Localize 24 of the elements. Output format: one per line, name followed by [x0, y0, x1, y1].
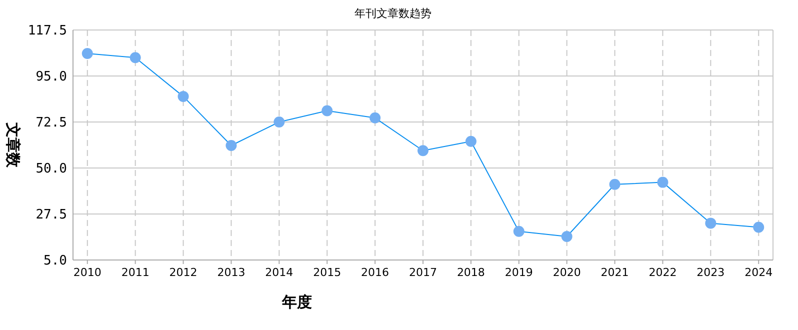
x-tick-label: 2014 [265, 266, 294, 279]
x-tick-label: 2011 [121, 266, 150, 279]
x-axis-title: 年度 [281, 293, 312, 311]
x-tick-label: 2021 [600, 266, 629, 279]
chart-title: 年刊文章数趋势 [354, 7, 432, 20]
y-tick-label: 5.0 [44, 254, 67, 269]
x-tick-label: 2019 [504, 266, 533, 279]
x-tick-label: 2010 [73, 266, 102, 279]
x-tick-label: 2020 [552, 266, 581, 279]
x-tick-label: 2018 [456, 266, 485, 279]
x-tick-label: 2016 [361, 266, 390, 279]
x-tick-label: 2022 [648, 266, 677, 279]
x-tick-label: 2017 [409, 266, 437, 279]
y-tick-label: 95.0 [36, 70, 67, 85]
x-tick-label: 2023 [696, 266, 725, 279]
y-axis-title: 文章数 [4, 122, 22, 168]
x-tick-label: 2024 [744, 266, 773, 279]
y-tick-label: 27.5 [36, 208, 67, 223]
x-tick-label: 2013 [217, 266, 246, 279]
y-tick-label: 50.0 [36, 162, 67, 177]
y-tick-label: 117.5 [28, 24, 67, 39]
x-tick-label: 2015 [313, 266, 342, 279]
x-tick-label: 2012 [169, 266, 198, 279]
y-tick-label: 72.5 [36, 116, 67, 131]
